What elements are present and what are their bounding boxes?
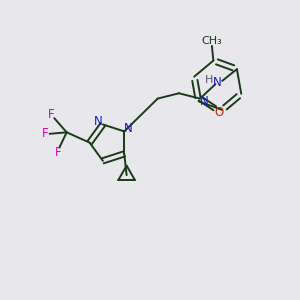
Text: N: N — [200, 95, 208, 108]
Text: N: N — [124, 122, 133, 135]
Text: F: F — [42, 127, 49, 140]
Text: N: N — [94, 115, 103, 128]
Text: CH₃: CH₃ — [202, 36, 222, 46]
Text: F: F — [55, 146, 61, 159]
Text: N: N — [213, 76, 221, 89]
Text: H: H — [205, 75, 214, 85]
Text: F: F — [47, 108, 54, 121]
Text: O: O — [214, 106, 223, 118]
